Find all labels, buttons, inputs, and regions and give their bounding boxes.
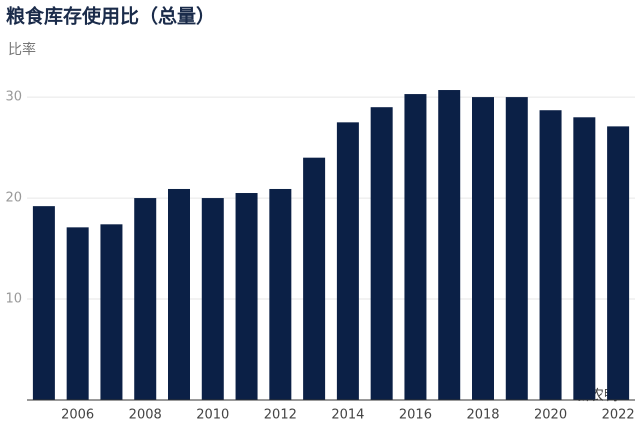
bar <box>472 97 494 400</box>
bar <box>66 227 89 400</box>
y-tick-label: 30 <box>5 90 22 105</box>
x-tick-label: 2016 <box>399 408 432 423</box>
bar <box>438 90 461 401</box>
chart-title: 粮食库存使用比（总量） <box>6 5 215 28</box>
bar <box>336 122 359 400</box>
bar <box>607 126 630 401</box>
x-tick-label: 2010 <box>196 408 229 423</box>
bar <box>235 193 258 400</box>
x-tick-label: 2018 <box>466 408 499 423</box>
x-tick-label: 2008 <box>129 408 162 423</box>
bar <box>100 224 123 400</box>
bar <box>201 198 224 400</box>
bar <box>269 188 292 400</box>
bar <box>303 157 326 400</box>
bar <box>573 117 596 401</box>
bar <box>370 107 393 401</box>
bar <box>505 97 528 400</box>
y-axis-label: 比率 <box>8 41 36 58</box>
x-tick-label: 2014 <box>331 408 364 423</box>
x-tick-label: 2012 <box>264 408 297 423</box>
x-tick-label: 2022 <box>602 408 635 423</box>
y-tick-label: 10 <box>5 292 22 307</box>
bar <box>168 188 190 400</box>
bar <box>32 206 55 400</box>
bar <box>404 94 427 400</box>
x-tick-label: 2020 <box>534 408 567 423</box>
bar <box>539 110 562 400</box>
bar <box>134 198 157 400</box>
y-tick-label: 20 <box>5 191 22 206</box>
x-tick-label: 2006 <box>61 408 94 423</box>
